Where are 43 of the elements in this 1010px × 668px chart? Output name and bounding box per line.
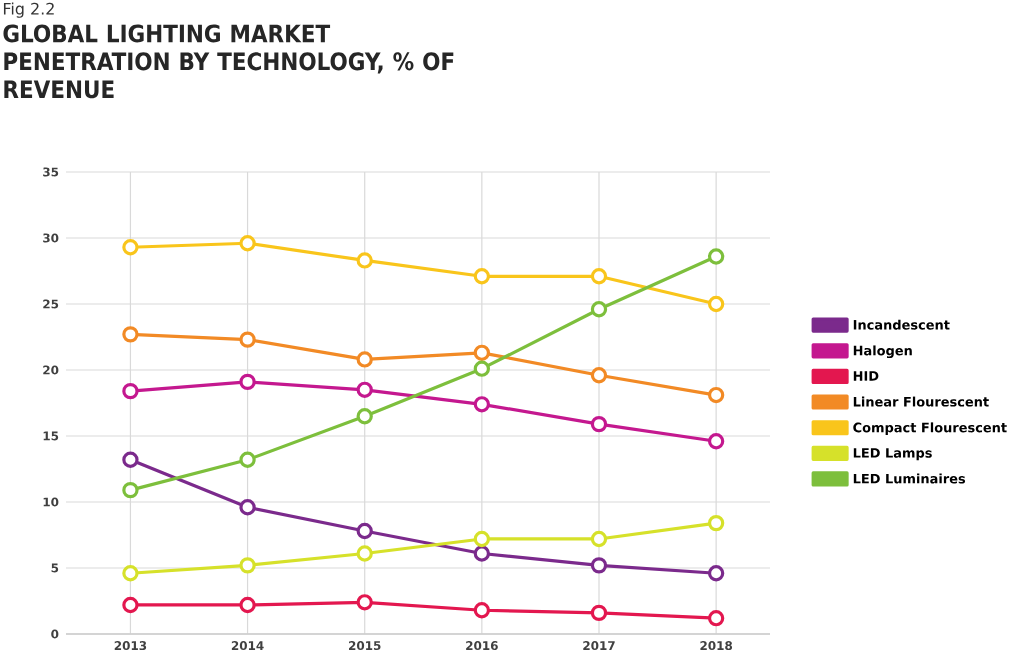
point <box>239 235 256 252</box>
point <box>239 373 256 391</box>
point <box>707 248 725 265</box>
point <box>122 481 139 499</box>
point <box>590 557 608 574</box>
point <box>473 268 491 285</box>
point <box>473 344 491 362</box>
point <box>473 530 491 548</box>
point <box>707 565 725 582</box>
point <box>122 239 139 256</box>
point <box>122 565 139 582</box>
point <box>239 451 256 468</box>
point <box>707 609 725 627</box>
point <box>122 596 139 614</box>
point <box>356 594 373 611</box>
point <box>356 408 373 425</box>
chart-title: GLOBAL LIGHTING MARKET PENETRATION BY TECHNOLOGY, % OF REVENUE <box>3 24 454 99</box>
point <box>239 331 256 348</box>
point <box>356 381 373 398</box>
point <box>473 545 491 562</box>
point <box>590 604 608 622</box>
point <box>356 545 373 562</box>
point <box>239 596 256 614</box>
point <box>356 522 373 540</box>
point <box>707 386 725 404</box>
point <box>473 360 491 377</box>
point <box>473 602 491 619</box>
point <box>590 530 608 548</box>
point <box>473 396 491 413</box>
point <box>707 295 725 313</box>
point <box>122 451 139 468</box>
point <box>590 301 608 318</box>
point <box>239 499 256 516</box>
point <box>590 367 608 384</box>
point <box>590 415 608 433</box>
point <box>707 433 725 450</box>
point <box>707 514 725 532</box>
point <box>356 351 373 368</box>
point <box>356 252 373 269</box>
point <box>122 326 139 343</box>
point <box>122 382 139 400</box>
point <box>590 268 608 285</box>
point <box>239 557 256 574</box>
